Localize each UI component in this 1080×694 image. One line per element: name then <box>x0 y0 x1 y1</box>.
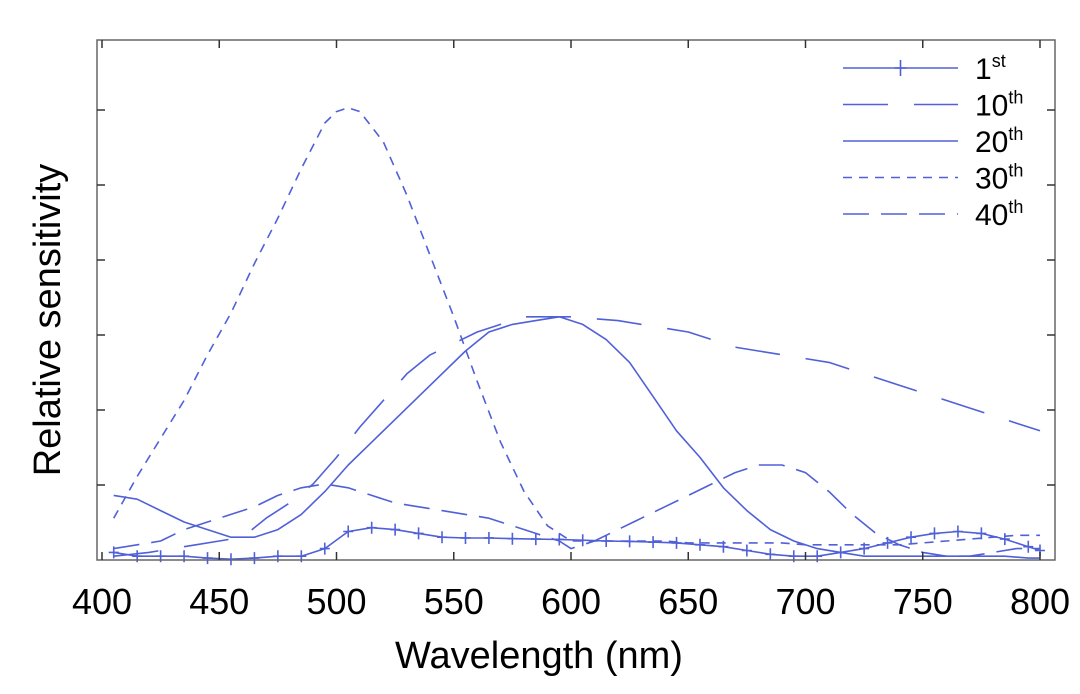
plus-marker-1st-13 <box>413 527 424 540</box>
x-tick-label-700: 700 <box>775 581 835 622</box>
plus-marker-1st-6 <box>249 552 260 565</box>
x-tick-label-450: 450 <box>189 581 249 622</box>
x-axis-title: Wavelength (nm) <box>395 635 683 677</box>
plus-marker-1st-38 <box>999 533 1010 546</box>
series-line-10th <box>113 315 1041 557</box>
legend-label-sup-40th: th <box>1008 197 1023 217</box>
legend-label-main-30th: 30 <box>975 163 1008 196</box>
plus-marker-1st-34 <box>906 531 917 544</box>
series-line-30th <box>113 107 1040 546</box>
plot-frame <box>96 39 1056 561</box>
plus-marker-1st-28 <box>765 548 776 561</box>
legend-label-main-40th: 40 <box>975 199 1008 232</box>
x-tick-label-400: 400 <box>72 581 132 622</box>
legend-label-main-10th: 10 <box>975 90 1008 123</box>
plus-marker-1st-11 <box>366 521 377 534</box>
x-tick-labels: 400 450 500 550 600 650 700 750 800 <box>72 581 1070 622</box>
legend-label-20th: 20th <box>975 124 1023 159</box>
legend-label-main-20th: 20 <box>975 126 1008 159</box>
plus-marker-1st-12 <box>390 523 401 536</box>
plus-marker-1st-39 <box>1023 540 1034 553</box>
plus-marker-1st-16 <box>483 531 494 544</box>
plus-marker-1st-4 <box>202 552 213 565</box>
legend-label-sup-10th: th <box>1008 88 1023 108</box>
x-tick-label-750: 750 <box>893 581 953 622</box>
plus-marker-1st-35 <box>929 527 940 540</box>
plus-marker-1st-36 <box>952 525 963 538</box>
plus-marker-1st-24 <box>671 536 682 549</box>
series-line-40th <box>113 464 1040 558</box>
x-tick-label-600: 600 <box>541 581 601 622</box>
legend-label-10th: 10th <box>975 88 1023 123</box>
x-tick-label-550: 550 <box>424 581 484 622</box>
tick-layer <box>97 40 1055 560</box>
legend-label-sup-20th: th <box>1008 124 1023 144</box>
plus-marker-1st-15 <box>460 531 471 544</box>
plus-marker-1st-14 <box>437 531 448 544</box>
plus-marker-1st-37 <box>976 527 987 540</box>
series-line-20th <box>113 315 1040 559</box>
plus-marker-1st-10 <box>343 525 354 538</box>
legend-label-40th: 40th <box>975 197 1023 232</box>
plus-marker-1st-9 <box>319 542 330 555</box>
x-tick-label-500: 500 <box>306 581 366 622</box>
legend-marker-1st <box>894 60 907 76</box>
plus-marker-1st-18 <box>530 533 541 546</box>
plus-marker-1st-27 <box>741 544 752 557</box>
plus-marker-1st-25 <box>694 538 705 551</box>
x-tick-label-800: 800 <box>1010 581 1070 622</box>
x-tick-label-650: 650 <box>658 581 718 622</box>
legend-label-1st: 1st <box>975 51 1006 86</box>
y-axis-title: Relative sensitivity <box>27 164 69 477</box>
series-layer <box>108 107 1045 566</box>
plus-marker-1st-23 <box>648 536 659 549</box>
legend-label-main-1st: 1 <box>975 53 992 86</box>
legend-label-30th: 30th <box>975 161 1023 196</box>
legend-label-sup-1st: st <box>992 51 1006 71</box>
plus-marker-1st-17 <box>507 532 518 545</box>
legend-label-sup-30th: th <box>1008 161 1023 181</box>
plus-marker-1st-5 <box>225 553 236 566</box>
